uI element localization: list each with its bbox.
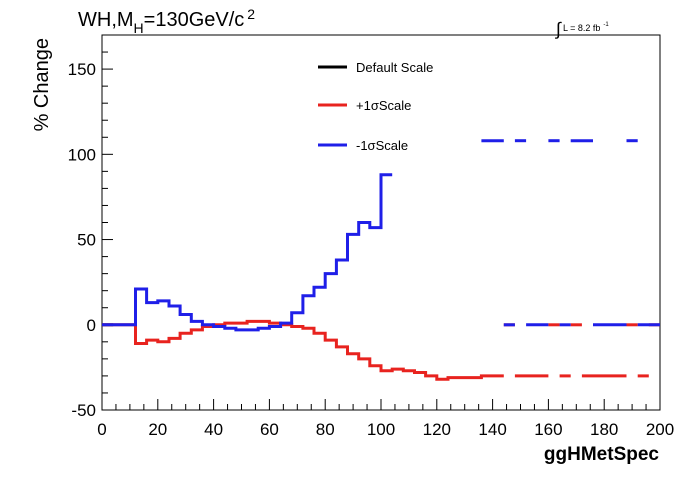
- series-line-3: [102, 173, 393, 332]
- x-tick-label: 0: [97, 420, 106, 439]
- chart-title: WH,MH=130GeV/c 2: [78, 6, 255, 36]
- y-tick-label: 100: [68, 145, 96, 164]
- legend-label: Default Scale: [356, 60, 433, 75]
- y-tick-label: 150: [68, 60, 96, 79]
- x-tick-label: 40: [204, 420, 223, 439]
- x-tick-label: 100: [367, 420, 395, 439]
- x-tick-label: 80: [316, 420, 335, 439]
- x-tick-label: 200: [646, 420, 674, 439]
- x-tick-label: 180: [590, 420, 618, 439]
- title-main: WH,M: [78, 9, 134, 31]
- y-axis-label: % Change: [31, 38, 53, 131]
- legend: Default Scale +1σScale -1σScale: [318, 60, 433, 153]
- y-tick-label: -50: [71, 401, 96, 420]
- x-tick-label: 60: [260, 420, 279, 439]
- luminosity-value: L = 8.2 fb: [563, 23, 600, 33]
- luminosity-label: ∫ L = 8.2 fb -1: [554, 19, 609, 39]
- x-axis-label: ggHMetSpec: [544, 444, 660, 465]
- x-tick-label: 120: [423, 420, 451, 439]
- x-tick-label: 140: [478, 420, 506, 439]
- y-tick-label: 0: [87, 316, 96, 335]
- title-rest: =130GeV/c: [144, 9, 245, 31]
- x-tick-label: 160: [534, 420, 562, 439]
- legend-label: -1σScale: [356, 138, 408, 153]
- title-subscript: H: [134, 20, 144, 36]
- series-line-2: [102, 319, 504, 381]
- y-tick-label: 50: [77, 231, 96, 250]
- x-tick-label: 20: [148, 420, 167, 439]
- title-superscript: 2: [247, 6, 255, 22]
- legend-label: +1σScale: [356, 98, 411, 113]
- luminosity-superscript: -1: [603, 22, 609, 28]
- luminosity-integral: ∫: [554, 19, 562, 39]
